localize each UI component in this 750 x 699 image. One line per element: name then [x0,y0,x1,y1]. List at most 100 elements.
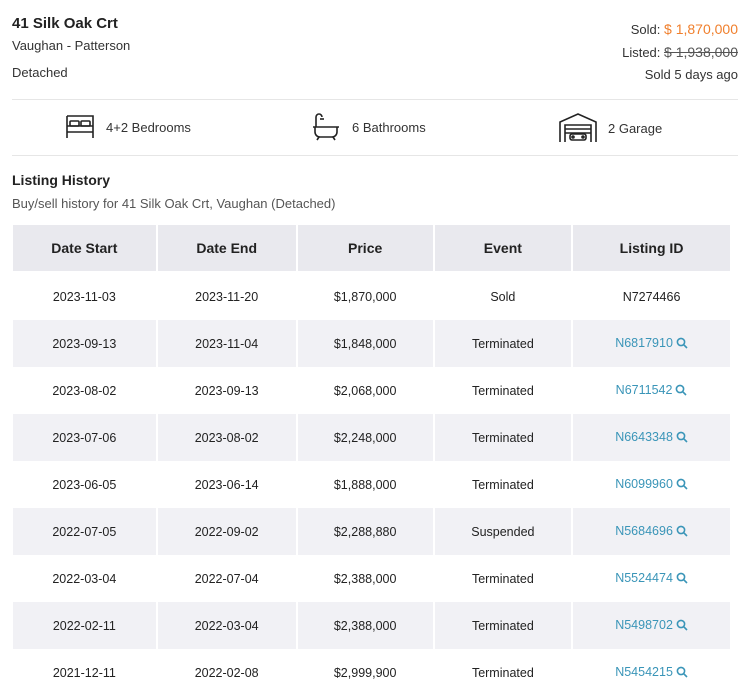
listed-price: $ 1,938,000 [664,44,738,60]
col-date-start: Date Start [13,225,156,273]
search-icon[interactable] [676,478,688,493]
cell-date-end: 2023-11-20 [195,289,259,304]
search-icon[interactable] [676,666,688,681]
col-date-end: Date End [157,225,296,273]
sold-price: $ 1,870,000 [664,21,738,37]
listing-header: 41 Silk Oak Crt Vaughan - Patterson Deta… [12,0,738,100]
cell-date-end: 2023-08-02 [157,414,296,461]
cell-date-end: 2022-02-08 [194,665,259,680]
bathrooms-label: 6 Bathrooms [352,119,426,135]
feature-bedrooms: 4+2 Bedrooms [64,112,191,142]
cell-listing-id: N7274466 [622,289,681,304]
cell-date-start: 2023-08-02 [52,383,117,398]
listing-id-link[interactable]: N6099960 [615,476,673,491]
table-row: 2022-07-05 2022-09-02 $2,288,880 Suspended N… [13,508,730,555]
col-listing-id: Listing ID [573,225,730,273]
search-icon[interactable] [675,384,688,399]
cell-event: Terminated [434,602,572,649]
table-row: 2023-08-02 2023-09-13 $2,068,000 Terminated… [13,367,730,414]
property-area: Vaughan - Patterson [12,38,131,53]
feature-bathrooms: 6 Bathrooms [310,112,426,142]
cell-event: Sold [490,289,516,304]
listed-label: Listed: [622,45,661,60]
cell-price: $2,999,900 [333,665,397,680]
feature-garage: 2 Garage [558,112,662,144]
cell-price: $1,888,000 [333,477,397,492]
table-row: 2021-12-11 2022-02-08 $2,999,900 Terminated… [13,649,730,696]
col-event: Event [434,225,572,273]
cell-listing-id[interactable]: N5684696 [573,508,730,555]
listed-line: Listed: $ 1,938,000 [622,41,738,64]
listing-history-title: Listing History [12,172,111,188]
table-header-row: Date Start Date End Price Event Listing … [13,225,730,273]
price-summary: Sold: $ 1,870,000 Listed: $ 1,938,000 So… [622,18,738,86]
listing-id-link[interactable]: N5684696 [615,523,673,538]
cell-date-start: 2022-03-04 [52,571,117,586]
table-row: 2023-11-03 2023-11-20 $1,870,000 Sold N72744… [13,273,730,320]
cell-event: Terminated [471,383,534,398]
history-body: 2023-11-03 2023-11-20 $1,870,000 Sold N72744… [13,273,730,696]
listing-history-table: Date Start Date End Price Event Listing … [11,225,732,696]
cell-listing-id[interactable]: N5498702 [573,602,730,649]
search-icon[interactable] [676,431,688,446]
table-row: 2023-09-13 2023-11-04 $1,848,000 Terminated… [13,320,730,367]
garage-label: 2 Garage [608,120,663,136]
cell-listing-id[interactable]: N6711542 [573,367,730,414]
garage-icon [558,112,598,144]
features-row: 4+2 Bedrooms 6 Bathrooms [12,100,738,156]
search-icon[interactable] [676,572,688,587]
table-row: 2023-06-05 2023-06-14 $1,888,000 Terminated… [13,461,730,508]
cell-date-end: 2023-09-13 [194,383,259,398]
cell-date-end: 2022-03-04 [157,602,296,649]
table-row: 2023-07-06 2023-08-02 $2,248,000 Terminated… [13,414,730,461]
listing-id-link[interactable]: N5524474 [615,570,673,585]
cell-date-start: 2021-12-11 [52,665,116,680]
listing-id-link[interactable]: N5454215 [615,664,673,679]
search-icon[interactable] [676,525,688,540]
cell-price: $1,870,000 [333,289,397,304]
cell-date-start: 2022-02-11 [13,602,156,649]
listing-id-link[interactable]: N6711542 [615,382,673,397]
bed-icon [64,112,96,142]
cell-event: Suspended [434,508,572,555]
cell-price: $2,068,000 [333,383,397,398]
cell-event: Terminated [471,665,534,680]
col-price: Price [297,225,433,273]
property-address: 41 Silk Oak Crt [12,15,118,32]
cell-date-start: 2023-09-13 [13,320,156,367]
sold-line: Sold: $ 1,870,000 [622,18,738,41]
cell-price: $2,248,000 [297,414,433,461]
listing-id-link[interactable]: N5498702 [615,617,673,632]
table-row: 2022-02-11 2022-03-04 $2,388,000 Terminated… [13,602,730,649]
cell-price: $1,848,000 [297,320,433,367]
cell-listing-id[interactable]: N6643348 [573,414,730,461]
cell-event: Terminated [434,414,572,461]
search-icon[interactable] [676,337,688,352]
cell-listing-id[interactable]: N5524474 [573,555,730,602]
bathtub-icon [310,112,342,142]
listing-id-link[interactable]: N6643348 [615,429,673,444]
cell-listing-id[interactable]: N5454215 [573,649,730,696]
cell-date-start: 2023-07-06 [13,414,156,461]
listing-id-link[interactable]: N6817910 [615,335,673,350]
cell-date-start: 2022-07-05 [13,508,156,555]
cell-date-start: 2023-11-03 [52,289,116,304]
cell-date-end: 2022-09-02 [157,508,296,555]
listing-history-subtitle: Buy/sell history for 41 Silk Oak Crt, Va… [12,196,336,211]
search-icon[interactable] [676,619,688,634]
cell-date-end: 2023-06-14 [194,477,259,492]
cell-date-start: 2023-06-05 [52,477,117,492]
cell-listing-id[interactable]: N6099960 [573,461,730,508]
table-row: 2022-03-04 2022-07-04 $2,388,000 Terminated… [13,555,730,602]
cell-date-end: 2022-07-04 [194,571,259,586]
cell-event: Terminated [434,320,572,367]
cell-event: Terminated [471,477,534,492]
cell-date-end: 2023-11-04 [157,320,296,367]
bedrooms-label: 4+2 Bedrooms [106,119,191,135]
cell-price: $2,388,000 [297,602,433,649]
cell-listing-id[interactable]: N6817910 [573,320,730,367]
sold-label: Sold: [630,22,661,37]
cell-event: Terminated [471,571,534,586]
cell-price: $2,288,880 [297,508,433,555]
